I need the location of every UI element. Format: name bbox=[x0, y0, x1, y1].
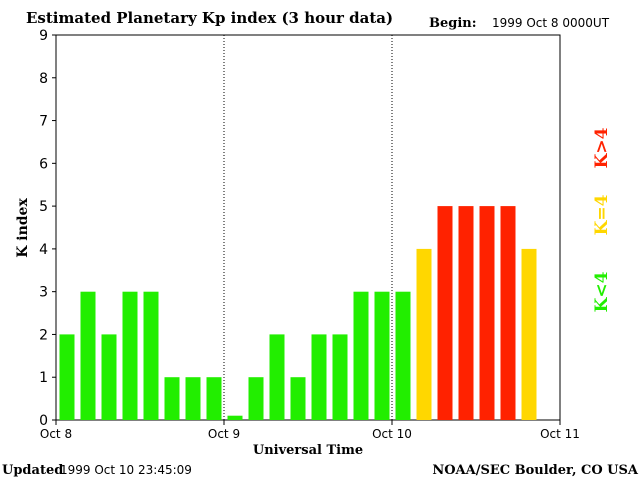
y-tick-label: 5 bbox=[39, 199, 48, 215]
updated-label: Updated bbox=[2, 463, 63, 478]
kp-bar bbox=[500, 206, 516, 420]
y-tick-label: 3 bbox=[39, 285, 48, 301]
kp-bar bbox=[332, 334, 348, 420]
y-tick-label: 0 bbox=[39, 413, 48, 429]
y-tick-label: 9 bbox=[39, 28, 48, 44]
x-axis: Oct 8 Oct 9 Oct 10 Oct 11 bbox=[40, 420, 580, 441]
x-axis-label: Universal Time bbox=[253, 443, 363, 458]
y-tick-label: 2 bbox=[39, 327, 48, 343]
x-tick-label: Oct 11 bbox=[540, 427, 580, 441]
x-tick-label: Oct 10 bbox=[372, 427, 412, 441]
kp-bar bbox=[374, 291, 390, 420]
updated-value: 1999 Oct 10 23:45:09 bbox=[60, 463, 192, 477]
x-tick-label: Oct 9 bbox=[208, 427, 240, 441]
y-tick-label: 8 bbox=[39, 71, 48, 87]
kp-bar bbox=[248, 377, 264, 420]
kp-bar bbox=[521, 248, 537, 420]
kp-bar bbox=[311, 334, 327, 420]
source-credit: NOAA/SEC Boulder, CO USA bbox=[432, 463, 639, 478]
kp-bar bbox=[143, 291, 159, 420]
kp-bar bbox=[290, 377, 306, 420]
kp-bar bbox=[206, 377, 222, 420]
chart-title: Estimated Planetary Kp index (3 hour dat… bbox=[26, 9, 393, 27]
kp-bar bbox=[59, 334, 75, 420]
kp-bar bbox=[122, 291, 138, 420]
y-tick-label: 6 bbox=[39, 156, 48, 172]
kp-bar bbox=[479, 206, 495, 420]
kp-bar bbox=[437, 206, 453, 420]
kp-bar bbox=[80, 291, 96, 420]
begin-value: 1999 Oct 8 0000UT bbox=[492, 16, 610, 30]
kp-bar bbox=[164, 377, 180, 420]
y-tick-label: 7 bbox=[39, 114, 48, 130]
legend-equal: K=4 bbox=[592, 194, 612, 235]
y-axis: 0 1 2 3 4 5 6 7 8 9 bbox=[39, 28, 56, 429]
legend-low: K<4 bbox=[592, 271, 612, 312]
kp-bar bbox=[395, 291, 411, 420]
kp-bar bbox=[227, 415, 243, 420]
legend-high: K>4 bbox=[592, 127, 612, 168]
y-axis-label: K index bbox=[15, 198, 31, 258]
bars-group bbox=[59, 206, 537, 420]
kp-bar bbox=[353, 291, 369, 420]
kp-bar bbox=[185, 377, 201, 420]
y-tick-label: 4 bbox=[39, 242, 48, 258]
kp-bar bbox=[416, 248, 432, 420]
y-tick-label: 1 bbox=[39, 370, 48, 386]
x-tick-label: Oct 8 bbox=[40, 427, 72, 441]
kp-bar bbox=[458, 206, 474, 420]
kp-bar bbox=[269, 334, 285, 420]
begin-label: Begin: bbox=[429, 16, 477, 31]
plot-area bbox=[55, 34, 561, 421]
kp-bar bbox=[101, 334, 117, 420]
